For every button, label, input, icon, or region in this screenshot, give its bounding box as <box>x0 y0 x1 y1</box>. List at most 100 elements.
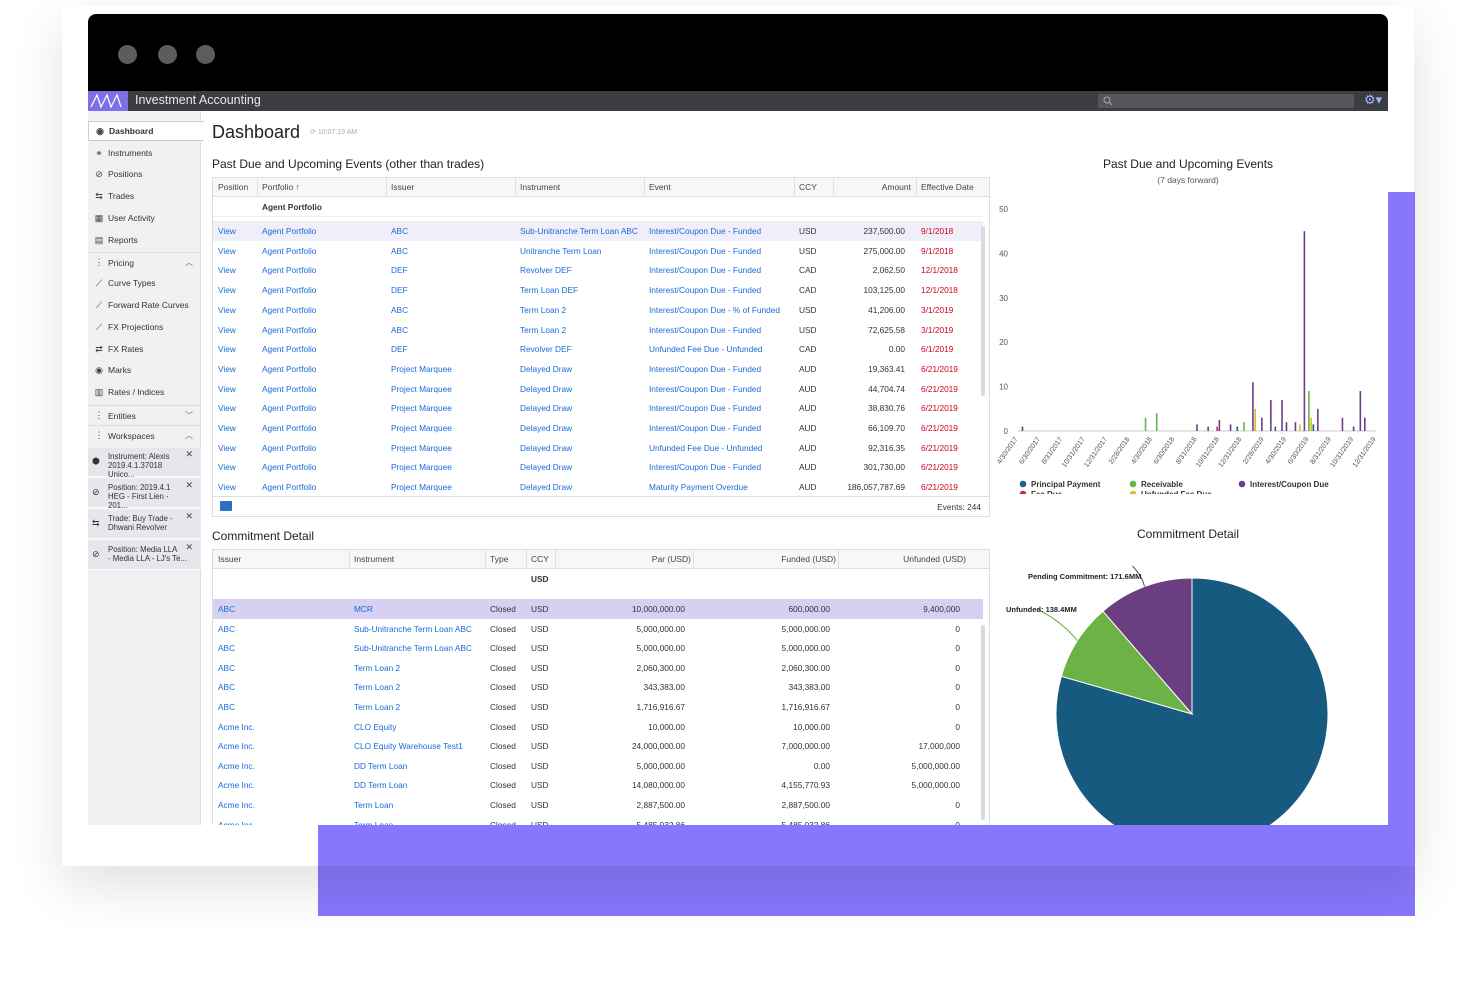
bar[interactable] <box>1281 399 1283 431</box>
cell-issuer[interactable]: ABC <box>391 324 409 335</box>
cell-event[interactable]: Interest/Coupon Due - Funded <box>649 403 762 414</box>
cell-instrument[interactable]: DD Term Loan <box>354 760 408 771</box>
table-row[interactable]: View Agent Portfolio ABC Term Loan 2 Interes… <box>213 300 983 320</box>
cell-event[interactable]: Interest/Coupon Due - Funded <box>649 363 762 374</box>
table-row[interactable]: View Agent Portfolio Project Marquee Delaye… <box>213 457 983 477</box>
bar[interactable] <box>1270 399 1272 431</box>
cell-position[interactable]: View <box>218 265 236 276</box>
cell-instrument[interactable]: Delayed Draw <box>520 462 573 473</box>
table-row[interactable]: View Agent Portfolio Project Marquee Delaye… <box>213 477 983 497</box>
cell-instrument[interactable]: DD Term Loan <box>354 780 408 791</box>
window-close-dot[interactable] <box>118 45 137 64</box>
workspace-tab[interactable]: ⬢ Instrument: Alexis 2019.4.1.37018 Unico.… <box>88 448 201 479</box>
cell-instrument[interactable]: CLO Equity Warehouse Test1 <box>354 741 463 752</box>
sidebar-item-positions[interactable]: ⊘ Positions <box>88 164 201 184</box>
table-row[interactable]: Acme Inc. DD Term Loan Closed USD 14,080,000… <box>213 775 983 795</box>
cell-instrument[interactable]: Sub-Unitranche Term Loan ABC <box>520 226 638 236</box>
bar[interactable] <box>1299 424 1301 431</box>
cell-instrument[interactable]: Sub-Unitranche Term Loan ABC <box>354 623 472 634</box>
cell-issuer[interactable]: ABC <box>391 304 409 315</box>
search-input[interactable] <box>1098 94 1354 108</box>
sidebar-item-fx-rates[interactable]: ⇄ FX Rates <box>88 339 201 359</box>
sidebar-item-dashboard[interactable]: ◉ Dashboard <box>88 121 204 141</box>
cell-event[interactable]: Maturity Payment Overdue <box>649 482 748 493</box>
cell-instrument[interactable]: Delayed Draw <box>520 423 573 433</box>
legend-label[interactable]: Interest/Coupon Due <box>1250 480 1329 489</box>
chevron-up-icon[interactable]: ︿ <box>185 431 193 440</box>
cell-position[interactable]: View <box>218 363 236 374</box>
cell-issuer[interactable]: ABC <box>218 662 236 673</box>
bar[interactable] <box>1312 424 1315 431</box>
commitment-column-header[interactable]: Instrument <box>354 554 395 564</box>
bar[interactable] <box>1274 426 1277 431</box>
events-scrollbar[interactable] <box>981 226 985 396</box>
bar[interactable] <box>1303 231 1306 431</box>
cell-position[interactable]: View <box>218 403 236 414</box>
table-row[interactable]: View Agent Portfolio ABC Sub-Unitranche Ter… <box>213 221 983 241</box>
cell-instrument[interactable]: Delayed Draw <box>520 442 573 453</box>
bar[interactable] <box>1352 426 1355 431</box>
sidebar-item-workspaces[interactable]: ⋮ Workspaces ︿ <box>88 425 201 445</box>
bar[interactable] <box>1310 417 1312 431</box>
logo-icon[interactable] <box>88 91 128 111</box>
cell-event[interactable]: Interest/Coupon Due - Funded <box>649 383 762 394</box>
cell-portfolio[interactable]: Agent Portfolio <box>262 363 317 374</box>
chevron-down-icon[interactable]: ﹀ <box>185 411 193 420</box>
cell-event[interactable]: Unfunded Fee Due - Unfunded <box>649 344 763 355</box>
close-icon[interactable]: ✕ <box>185 480 193 490</box>
cell-position[interactable]: View <box>218 344 236 355</box>
cell-position[interactable]: View <box>218 226 236 236</box>
sidebar-item-instruments[interactable]: ⚭ Instruments <box>88 143 201 163</box>
bar[interactable] <box>1254 408 1256 431</box>
cell-instrument[interactable]: Revolver DEF <box>520 344 572 355</box>
cell-position[interactable]: View <box>218 383 236 394</box>
window-minimize-dot[interactable] <box>158 45 177 64</box>
table-row[interactable]: View Agent Portfolio DEF Revolver DEF Intere… <box>213 260 983 280</box>
commitment-scrollbar[interactable] <box>981 625 985 820</box>
cell-instrument[interactable]: Sub-Unitranche Term Loan ABC <box>354 643 472 654</box>
cell-portfolio[interactable]: Agent Portfolio <box>262 324 317 335</box>
table-row[interactable]: View Agent Portfolio Project Marquee Delaye… <box>213 359 983 379</box>
bar[interactable] <box>1364 417 1366 431</box>
table-row[interactable]: Acme Inc. CLO Equity Closed USD 10,000.00 10,… <box>213 717 983 737</box>
legend-label[interactable]: Unfunded Fee Due <box>1141 490 1212 494</box>
cell-issuer[interactable]: Project Marquee <box>391 403 452 414</box>
cell-portfolio[interactable]: Agent Portfolio <box>262 344 317 355</box>
table-row[interactable]: Acme Inc. CLO Equity Warehouse Test1 Close… <box>213 736 983 756</box>
cell-issuer[interactable]: DEF <box>391 344 408 355</box>
cell-position[interactable]: View <box>218 423 236 433</box>
cell-issuer[interactable]: DEF <box>391 265 408 276</box>
cell-issuer[interactable]: Acme Inc. <box>218 741 255 752</box>
cell-position[interactable]: View <box>218 324 236 335</box>
bar[interactable] <box>1243 422 1245 431</box>
table-row[interactable]: View Agent Portfolio Project Marquee Delaye… <box>213 379 983 399</box>
cell-instrument[interactable]: Term Loan <box>354 819 394 825</box>
sidebar-item-reports[interactable]: ▤ Reports <box>88 230 201 250</box>
cell-portfolio[interactable]: Agent Portfolio <box>262 462 317 473</box>
bar[interactable] <box>1155 413 1158 431</box>
bar[interactable] <box>1236 426 1239 431</box>
events-column-header[interactable]: Amount <box>881 182 911 192</box>
cell-event[interactable]: Interest/Coupon Due - Funded <box>649 245 762 256</box>
close-icon[interactable]: ✕ <box>185 449 193 459</box>
cell-position[interactable]: View <box>218 304 236 315</box>
bar[interactable] <box>1196 424 1198 431</box>
sidebar-item-fx-projections[interactable]: ⟋ FX Projections <box>88 317 201 337</box>
table-row[interactable]: ABC Sub-Unitranche Term Loan ABC Closed USD… <box>213 638 983 658</box>
cell-position[interactable]: View <box>218 245 236 256</box>
table-row[interactable]: View Agent Portfolio DEF Revolver DEF Unfund… <box>213 339 983 359</box>
cell-position[interactable]: View <box>218 462 236 473</box>
bar[interactable] <box>1021 426 1024 431</box>
cell-portfolio[interactable]: Agent Portfolio <box>262 383 317 394</box>
cell-instrument[interactable]: Term Loan 2 <box>354 702 401 712</box>
legend-label[interactable]: Fee Due <box>1031 490 1063 494</box>
cell-position[interactable]: View <box>218 442 236 453</box>
commitment-column-header[interactable]: Par (USD) <box>651 554 691 564</box>
cell-issuer[interactable]: ABC <box>218 702 236 712</box>
cell-portfolio[interactable]: Agent Portfolio <box>262 423 317 433</box>
table-row[interactable]: ABC Term Loan 2 Closed USD 2,060,300.00 2,060… <box>213 658 983 678</box>
cell-position[interactable]: View <box>218 482 236 493</box>
events-column-header[interactable]: Portfolio ↑ <box>262 182 300 192</box>
table-row[interactable]: Acme Inc. DD Term Loan Closed USD 5,000,000.… <box>213 756 983 776</box>
cell-instrument[interactable]: Unitranche Term Loan <box>520 245 602 256</box>
